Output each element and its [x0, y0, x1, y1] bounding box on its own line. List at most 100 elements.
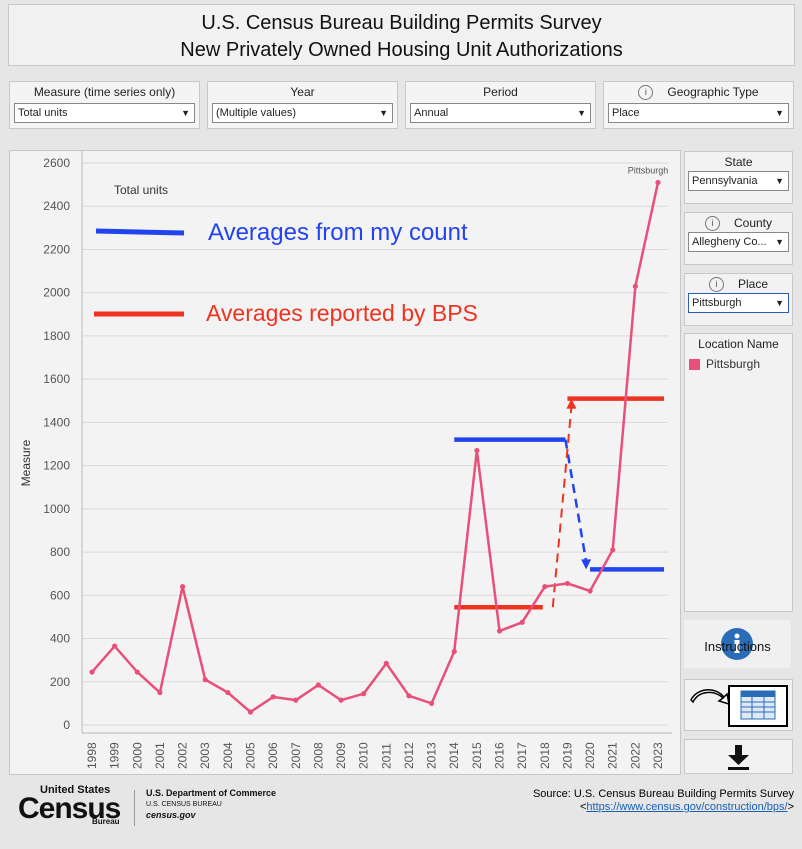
plot-area	[82, 151, 672, 733]
footer-divider	[134, 790, 135, 826]
measure-select[interactable]: Total units ▼	[14, 103, 195, 123]
x-tick-label: 2002	[176, 742, 190, 769]
data-point	[587, 588, 593, 594]
y-tick-label: 1000	[43, 502, 70, 516]
x-tick-label: 2003	[198, 742, 212, 769]
info-icon[interactable]: i	[638, 85, 654, 101]
data-point	[451, 648, 457, 655]
title-line-2: New Privately Owned Housing Unit Authori…	[180, 39, 623, 61]
red-dashed-arrow	[551, 406, 573, 608]
dept-line-3: census.gov	[146, 810, 196, 820]
chevron-down-icon: ▼	[379, 108, 388, 118]
data-point	[225, 689, 231, 696]
point-label: Pittsburgh	[628, 165, 669, 175]
source-line: Source: U.S. Census Bureau Building Perm…	[532, 788, 794, 800]
period-select[interactable]: Annual ▼	[410, 103, 591, 123]
blue-dashed-arrow	[564, 439, 588, 562]
data-point	[519, 619, 525, 625]
x-tick-label: 2012	[402, 742, 416, 769]
state-filter: State Pennsylvania ▼	[684, 151, 793, 204]
location-legend: Location Name Pittsburgh	[684, 333, 793, 612]
red-arrowhead	[566, 398, 577, 409]
x-tick-label: 2020	[583, 742, 597, 769]
instructions-label: Instructions	[704, 639, 771, 654]
view-data-button[interactable]	[684, 679, 793, 731]
info-icon[interactable]: i	[704, 216, 720, 232]
chevron-down-icon: ▼	[775, 108, 784, 118]
x-tick-label: 2015	[470, 742, 484, 769]
x-tick-label: 2004	[221, 742, 235, 769]
data-point	[157, 689, 163, 696]
legend-item-pittsburgh[interactable]: Pittsburgh	[689, 357, 792, 371]
legend-swatch	[689, 359, 700, 371]
y-tick-label: 1400	[43, 415, 70, 429]
measure-filter: Measure (time series only) Total units ▼	[9, 81, 200, 129]
county-label: County	[733, 216, 773, 230]
logo-sub: Bureau	[92, 817, 120, 826]
logo-main: Census	[18, 792, 121, 825]
state-label: State	[724, 155, 753, 169]
data-point	[383, 660, 389, 666]
geo-type-select[interactable]: Place ▼	[608, 103, 789, 123]
state-select[interactable]: Pennsylvania ▼	[688, 171, 789, 191]
data-point	[564, 580, 571, 587]
y-tick-label: 1600	[43, 372, 70, 386]
data-point	[655, 179, 661, 186]
y-tick-label: 0	[63, 718, 70, 732]
source-link[interactable]: https://www.census.gov/construction/bps/	[586, 801, 788, 813]
data-point	[315, 682, 321, 688]
line-chart: 0 200 400 600 800 1000 1200 1400 1600 1800 2000 220…	[19, 151, 672, 769]
y-tick-label: 400	[50, 632, 70, 646]
data-point	[179, 584, 186, 590]
blue-arrowhead	[581, 559, 592, 570]
download-button[interactable]	[684, 739, 793, 774]
info-icon[interactable]: i	[708, 277, 724, 293]
measure-filter-label: Measure (time series only)	[33, 85, 176, 99]
geo-type-filter: i Geographic Type Place ▼	[603, 81, 794, 129]
x-tick-label: 1998	[85, 742, 99, 769]
y-tick-label: 2000	[43, 286, 70, 300]
data-point	[610, 547, 616, 553]
x-tick-label: 2006	[266, 742, 280, 769]
data-point	[338, 697, 344, 703]
x-tick-label: 2017	[515, 742, 529, 769]
x-tick-label: 2014	[447, 742, 461, 769]
legend-item-label: Pittsburgh	[706, 357, 761, 371]
y-tick-label: 800	[50, 545, 70, 559]
x-tick-label: 2001	[153, 742, 167, 769]
place-select[interactable]: Pittsburgh ▼	[688, 293, 789, 313]
data-point	[202, 677, 208, 683]
y-axis-label: Measure	[19, 439, 33, 486]
chevron-down-icon: ▼	[775, 237, 784, 247]
data-point	[496, 628, 503, 634]
x-tick-label: 2009	[334, 742, 348, 769]
x-tick-label: 2019	[560, 742, 574, 769]
year-filter: Year (Multiple values) ▼	[207, 81, 398, 129]
x-tick-label: 2008	[311, 742, 325, 769]
source-note: Source: U.S. Census Bureau Building Perm…	[532, 788, 794, 813]
county-select[interactable]: Allegheny Co... ▼	[688, 232, 789, 252]
y-tick-label: 200	[50, 675, 70, 689]
data-point	[406, 693, 412, 699]
data-point	[429, 700, 435, 706]
x-tick-label: 2010	[357, 742, 371, 769]
instructions-button[interactable]: Instructions	[684, 620, 791, 668]
data-point	[247, 709, 254, 715]
chart-title: Total units	[114, 183, 168, 197]
dept-line-1: U.S. Department of Commerce	[146, 788, 277, 798]
chevron-down-icon: ▼	[775, 298, 784, 308]
chart-panel: 0 200 400 600 800 1000 1200 1400 1600 1800 2000 220…	[9, 150, 681, 775]
year-filter-label: Year	[290, 85, 315, 99]
data-point	[542, 584, 548, 590]
data-point	[632, 283, 638, 289]
dept-line-2: U.S. CENSUS BUREAU	[146, 801, 222, 808]
table-icon	[690, 685, 788, 727]
location-legend-title: Location Name	[698, 337, 779, 351]
period-filter: Period Annual ▼	[405, 81, 596, 129]
data-point	[474, 447, 480, 454]
year-select[interactable]: (Multiple values) ▼	[212, 103, 393, 123]
period-filter-label: Period	[483, 85, 518, 99]
data-point	[361, 691, 367, 697]
legend-red-text: Averages reported by BPS	[206, 300, 478, 326]
data-point	[134, 669, 140, 675]
